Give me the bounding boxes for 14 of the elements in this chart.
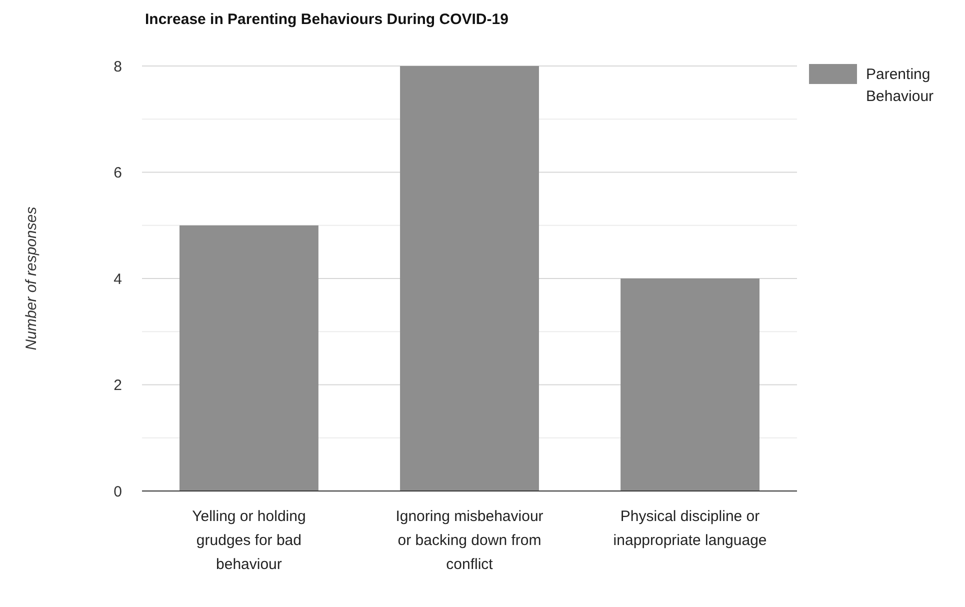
bar [620,278,760,491]
x-tick-label: Ignoring misbehaviour or backing down from conflict [396,508,544,573]
y-tick-label: 4 [114,270,122,288]
y-tick-label: 8 [114,58,122,76]
y-tick-label: 2 [114,377,122,394]
x-tick-label: Physical discipline or inappropriate language [613,508,767,549]
x-tick-label: Yelling or holding grudges for bad behaviour [192,508,306,573]
y-tick-label: 0 [114,483,122,500]
chart-title: Increase in Parenting Behaviours During COVID-19 [145,11,508,28]
bar [400,66,539,491]
y-tick-label: 6 [114,164,122,182]
y-axis-title: Number of responses [23,206,40,350]
legend-label: Parenting Behaviour [866,66,934,105]
bar [179,225,318,491]
